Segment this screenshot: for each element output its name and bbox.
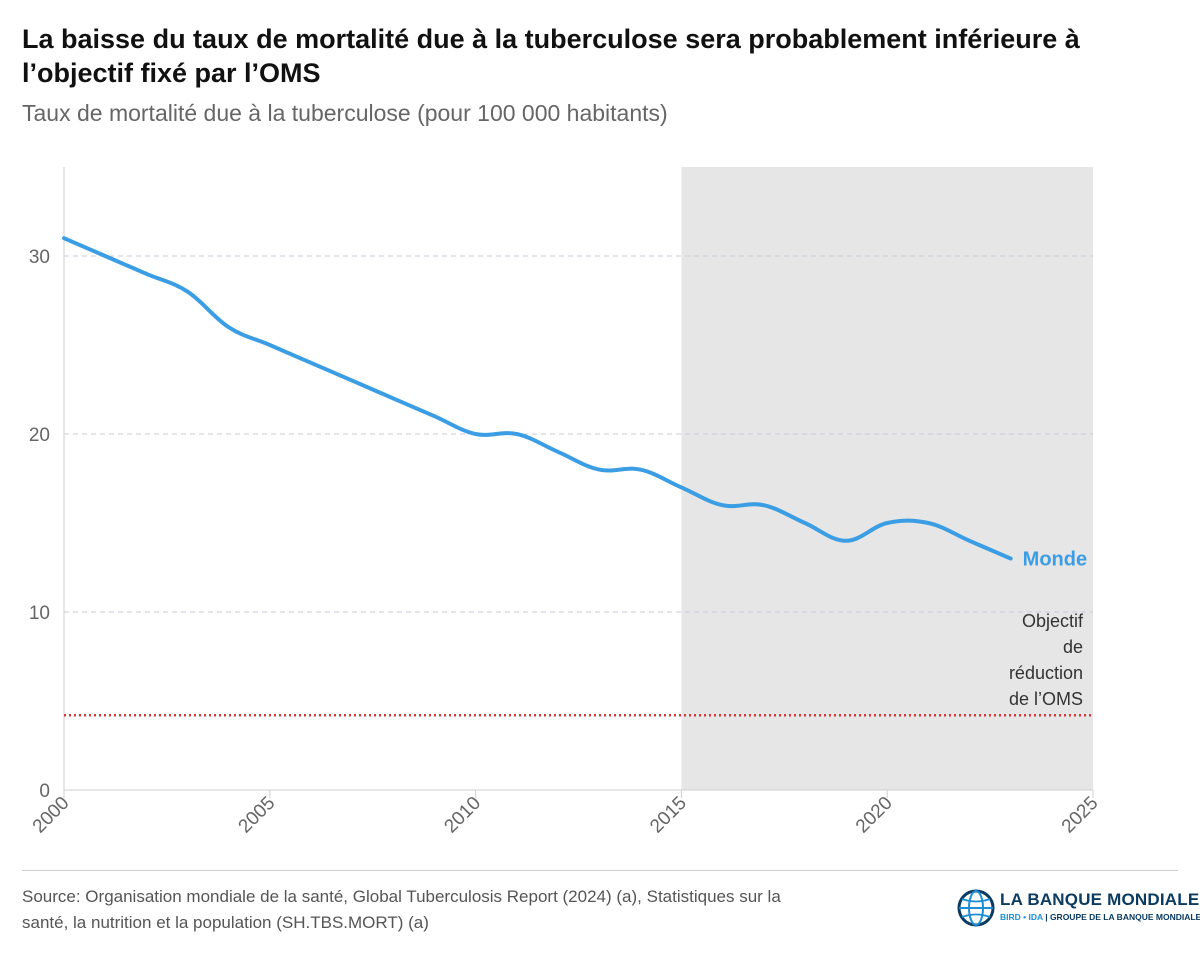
data-point-2016 bbox=[721, 503, 725, 507]
chart-subtitle: Taux de mortalité due à la tuberculose (… bbox=[22, 100, 668, 126]
line-chart: 0 10 20 30 2000 2005 2010 2015 2020 2025 Objectif d… bbox=[29, 167, 1103, 838]
data-point-2005 bbox=[268, 343, 272, 347]
who-target-label-line: de l’OMS bbox=[1009, 689, 1083, 709]
x-tick-label: 2025 bbox=[1058, 793, 1103, 838]
data-point-2011 bbox=[515, 432, 519, 436]
data-point-2003 bbox=[185, 290, 189, 294]
data-point-2010 bbox=[474, 432, 478, 436]
y-tick-label: 20 bbox=[29, 425, 50, 446]
data-point-2018 bbox=[803, 521, 807, 525]
x-tick-label: 2000 bbox=[29, 793, 74, 838]
data-point-2000 bbox=[62, 236, 66, 240]
data-point-2004 bbox=[227, 325, 231, 329]
logo-sub-ida: BIRD • IDA bbox=[1000, 912, 1043, 922]
data-point-2008 bbox=[391, 396, 395, 400]
world-bank-logo[interactable]: LA BANQUE MONDIALE BIRD • IDA | GROUPE D… bbox=[956, 886, 1200, 930]
data-point-2017 bbox=[762, 503, 766, 507]
series-line-monde bbox=[62, 236, 1013, 561]
data-point-2001 bbox=[103, 254, 107, 258]
globe-icon bbox=[957, 889, 995, 927]
data-point-2009 bbox=[432, 414, 436, 418]
x-tick-label: 2010 bbox=[440, 793, 485, 838]
data-point-2002 bbox=[144, 272, 148, 276]
data-point-2013 bbox=[597, 468, 601, 472]
y-tick-label: 0 bbox=[39, 781, 50, 802]
who-target-label-line: de bbox=[1063, 637, 1083, 657]
logo-name: LA BANQUE MONDIALE bbox=[1000, 890, 1200, 909]
y-tick-label: 10 bbox=[29, 603, 50, 624]
data-point-2021 bbox=[926, 521, 930, 525]
logo-sub-separator: | bbox=[1045, 912, 1050, 922]
y-tick-label: 30 bbox=[29, 247, 50, 268]
source-note: Source: Organisation mondiale de la sant… bbox=[22, 884, 922, 936]
x-tick-label: 2020 bbox=[852, 793, 897, 838]
footer-divider bbox=[22, 870, 1178, 871]
data-point-2012 bbox=[556, 450, 560, 454]
data-point-2019 bbox=[844, 539, 848, 543]
who-target-label-line: Objectif bbox=[1022, 611, 1084, 631]
data-point-2015 bbox=[679, 485, 683, 489]
data-point-2006 bbox=[309, 361, 313, 365]
series-label: Monde bbox=[1023, 549, 1087, 571]
data-point-2022 bbox=[968, 539, 972, 543]
who-target-label-line: réduction bbox=[1009, 663, 1083, 683]
x-tick-label: 2015 bbox=[646, 793, 691, 838]
source-line-2: santé, la nutrition et la population (SH… bbox=[22, 913, 429, 932]
shaded-region bbox=[681, 167, 1093, 790]
data-point-2014 bbox=[638, 468, 642, 472]
logo-sub-group: GROUPE DE LA BANQUE MONDIALE bbox=[1049, 912, 1200, 922]
data-point-2023 bbox=[1009, 557, 1013, 561]
logo-subtitle: BIRD • IDA | GROUPE DE LA BANQUE MONDIAL… bbox=[1000, 912, 1200, 922]
chart-title: La baisse du taux de mortalité due à la … bbox=[22, 24, 1080, 88]
source-line-1: Source: Organisation mondiale de la sant… bbox=[22, 887, 781, 906]
x-tick-label: 2005 bbox=[235, 793, 280, 838]
data-point-2007 bbox=[350, 379, 354, 383]
data-point-2020 bbox=[885, 521, 889, 525]
